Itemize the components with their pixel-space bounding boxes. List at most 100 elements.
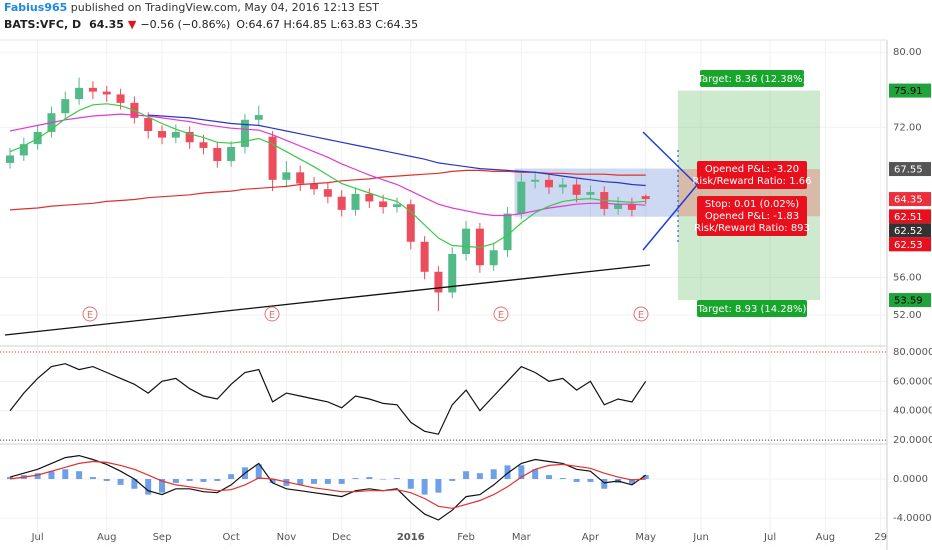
candle-body bbox=[171, 131, 180, 138]
candle-body bbox=[199, 142, 208, 148]
candle-body bbox=[351, 193, 360, 210]
x-tick-label: Aug bbox=[816, 532, 836, 543]
target-label: Target: 8.36 (12.38%) bbox=[697, 74, 807, 85]
x-tick-label: Jul bbox=[31, 532, 44, 543]
candle-body bbox=[6, 155, 14, 163]
histogram-bar bbox=[255, 464, 262, 480]
price-tag bbox=[889, 162, 931, 177]
histogram-bar bbox=[476, 473, 483, 480]
histogram-bar bbox=[200, 479, 207, 482]
candle-body bbox=[296, 172, 305, 184]
histogram-bar bbox=[628, 479, 635, 484]
earnings-label: E bbox=[638, 310, 644, 321]
earnings-label: E bbox=[87, 310, 93, 321]
series-line bbox=[9, 454, 647, 521]
candle-body bbox=[227, 146, 236, 162]
earnings-circle[interactable] bbox=[633, 306, 649, 322]
price-tag-label: 67.55 bbox=[894, 165, 923, 176]
x-tick-label: Jul bbox=[763, 532, 776, 543]
trend-line bbox=[4, 264, 651, 336]
rr-label: Risk/Reward Ratio: 1.66 bbox=[692, 176, 811, 187]
profit-box bbox=[678, 90, 820, 301]
symbol-line: BATS:VFC, D 64.35 ▼ −0.56 (−0.86%) O:64.67 H… bbox=[4, 18, 418, 31]
histogram-bar bbox=[449, 479, 456, 481]
candle-body bbox=[240, 119, 249, 147]
price-tag-label: 53.59 bbox=[894, 296, 923, 307]
y-tick-label: 40.0000 bbox=[893, 406, 932, 417]
histogram-bar bbox=[490, 469, 497, 480]
rr-label: Risk/Reward Ratio: 893 bbox=[694, 223, 810, 234]
histogram-bar bbox=[48, 471, 55, 480]
x-tick-label: 2016 bbox=[397, 532, 425, 543]
histogram-bar bbox=[159, 479, 166, 493]
change-arrow: ▼ bbox=[128, 18, 137, 31]
candle-body bbox=[61, 99, 70, 114]
y-tick-label: 60.0000 bbox=[893, 376, 932, 387]
candle-body bbox=[420, 241, 429, 272]
x-tick-label: Apr bbox=[582, 532, 600, 543]
histogram-bar bbox=[380, 479, 387, 480]
y-tick-label: 0.0000 bbox=[893, 474, 928, 485]
candle-body bbox=[614, 204, 623, 209]
y-tick-label: 80.0000 bbox=[893, 347, 932, 358]
x-tick-label: Oct bbox=[222, 532, 239, 543]
candle-body bbox=[116, 94, 125, 103]
histogram-bar bbox=[172, 479, 179, 483]
y-tick-label: 20.0000 bbox=[893, 435, 932, 446]
earnings-circle[interactable] bbox=[493, 306, 509, 322]
position-labels: Target: 8.36 (12.38%) Opened P&L: -3.20 … bbox=[692, 70, 812, 317]
candle-body bbox=[503, 213, 512, 251]
histogram-bar bbox=[76, 471, 83, 480]
candle-body bbox=[144, 117, 153, 132]
histogram-bar bbox=[145, 479, 152, 495]
y-tick-label: -4.0000 bbox=[893, 513, 932, 524]
histogram-bar bbox=[573, 479, 580, 482]
candle-body bbox=[627, 204, 636, 210]
candle-body bbox=[337, 196, 346, 210]
histogram-bar bbox=[407, 479, 414, 489]
candle-body bbox=[19, 144, 28, 156]
histogram-bar bbox=[269, 479, 276, 483]
x-tick-label: Jun bbox=[692, 532, 709, 543]
histogram-bar bbox=[34, 473, 41, 480]
earnings-circle[interactable] bbox=[264, 306, 280, 322]
candle-body bbox=[323, 189, 332, 197]
histogram-bar bbox=[518, 465, 525, 480]
stop-box bbox=[697, 196, 807, 236]
histogram-bar bbox=[324, 479, 331, 484]
price-tag bbox=[889, 223, 931, 238]
price-tag-label: 62.51 bbox=[894, 212, 923, 223]
price-tag bbox=[889, 293, 931, 308]
published: published on TradingView.com, May 04, 20… bbox=[67, 1, 379, 14]
author[interactable]: Fabius965 bbox=[4, 1, 67, 14]
histogram-bar bbox=[601, 479, 608, 489]
symbol: BATS:VFC, D bbox=[4, 18, 81, 31]
candle-body bbox=[531, 179, 540, 182]
candle-body bbox=[586, 192, 595, 195]
candle-body bbox=[379, 201, 388, 208]
price-tag bbox=[889, 192, 931, 207]
histogram-bar bbox=[642, 475, 649, 480]
candle-body bbox=[310, 183, 319, 190]
series-line bbox=[9, 363, 647, 435]
earnings-circle[interactable] bbox=[82, 306, 98, 322]
price-tag-label: 62.53 bbox=[894, 240, 923, 251]
range-box bbox=[514, 168, 679, 217]
earnings-markers: E E E E bbox=[82, 306, 649, 322]
candle-body bbox=[544, 179, 553, 188]
histogram-bar bbox=[7, 477, 13, 480]
candle-body bbox=[75, 87, 84, 100]
y-tick-label: 80.00 bbox=[893, 47, 922, 58]
candle-body bbox=[434, 271, 443, 293]
candle-body bbox=[254, 115, 263, 120]
histogram-bar bbox=[228, 474, 235, 480]
histogram-bar bbox=[587, 479, 594, 482]
candle-body bbox=[572, 184, 581, 195]
candle-body bbox=[268, 136, 277, 180]
histogram-bar bbox=[311, 479, 318, 484]
histogram-bar bbox=[393, 478, 400, 480]
x-tick-label: Sep bbox=[153, 532, 172, 543]
x-tick-label: Mar bbox=[512, 532, 532, 543]
